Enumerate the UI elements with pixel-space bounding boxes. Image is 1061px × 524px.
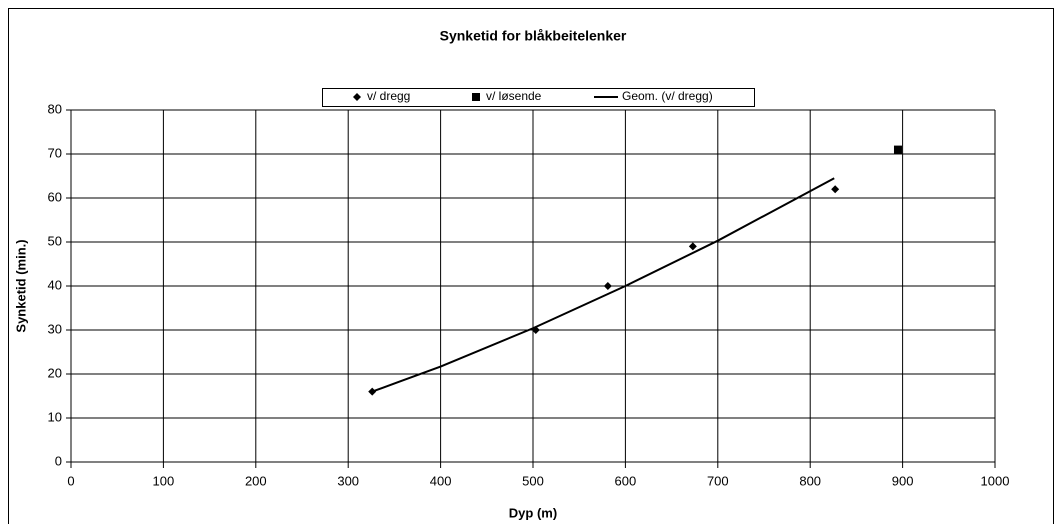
y-tick-label: 40 — [48, 277, 62, 292]
x-tick-label: 300 — [337, 473, 359, 488]
x-tick-label: 1000 — [981, 473, 1010, 488]
legend-label: v/ løsende — [486, 89, 542, 103]
x-tick-label: 600 — [615, 473, 637, 488]
chart-frame — [8, 8, 1054, 524]
legend-label: Geom. (v/ dregg) — [622, 89, 713, 103]
legend-box — [322, 88, 755, 107]
point — [831, 185, 840, 194]
x-tick-label: 900 — [892, 473, 914, 488]
y-tick-label: 0 — [55, 453, 62, 468]
point — [893, 145, 902, 154]
x-tick-label: 0 — [67, 473, 74, 488]
legend-label: v/ dregg — [367, 89, 410, 103]
legend-marker — [472, 93, 480, 101]
x-tick-label: 700 — [707, 473, 729, 488]
x-axis-title: Dyp (m) — [509, 505, 557, 520]
y-tick-label: 30 — [48, 321, 62, 336]
x-tick-label: 400 — [430, 473, 452, 488]
x-tick-label: 200 — [245, 473, 267, 488]
y-tick-label: 70 — [48, 145, 62, 160]
trend-line — [371, 177, 835, 393]
y-tick-label: 60 — [48, 189, 62, 204]
legend-marker — [353, 93, 361, 101]
y-tick-label: 50 — [48, 233, 62, 248]
x-tick-label: 800 — [799, 473, 821, 488]
y-tick-label: 80 — [48, 101, 62, 116]
y-tick-label: 10 — [48, 409, 62, 424]
point — [688, 242, 697, 251]
chart-title: Synketid for blåkbeitelenker — [440, 28, 627, 44]
x-tick-label: 100 — [153, 473, 175, 488]
x-tick-label: 500 — [522, 473, 544, 488]
y-axis-title: Synketid (min.) — [13, 239, 28, 332]
point — [603, 282, 612, 290]
y-tick-label: 20 — [48, 365, 62, 380]
